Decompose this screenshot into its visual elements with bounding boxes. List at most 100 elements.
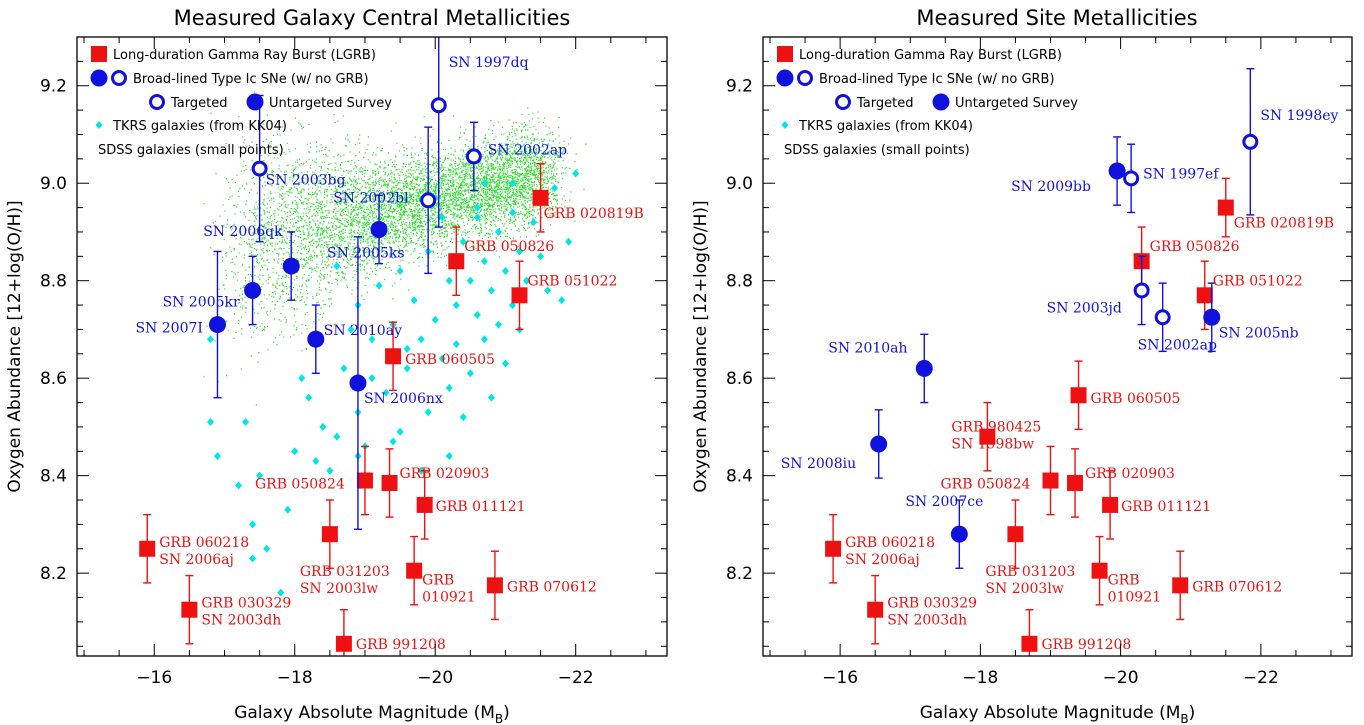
sdss-point [312,268,314,270]
sdss-point [502,151,504,153]
sdss-point [456,209,458,211]
sdss-point [489,188,491,191]
sdss-point [347,244,350,246]
sdss-point [225,321,227,323]
sdss-point [233,337,235,339]
sdss-point [464,229,466,231]
sdss-point [346,248,348,250]
sdss-point [442,184,444,186]
sdss-point [389,193,391,195]
sdss-point [475,195,477,197]
sdss-point [412,229,415,231]
sdss-point [344,203,346,205]
sdss-point [372,239,374,241]
sdss-point [261,257,263,259]
sdss-point [485,174,487,176]
sdss-point [332,142,334,144]
sdss-point [407,193,409,195]
sdss-point [395,156,397,158]
sdss-point [528,157,530,159]
sdss-point [368,259,370,261]
sdss-point [391,200,393,202]
sdss-point [497,180,499,182]
sdss-point [462,180,464,183]
sdss-point [360,187,362,189]
sdss-point [583,188,585,190]
sdss-point [465,162,467,164]
sdss-point [374,192,376,194]
sdss-point [328,209,330,211]
sdss-point [306,215,308,217]
sdss-point [317,212,319,214]
sdss-point [441,212,443,214]
sdss-point [449,213,451,216]
sdss-point [440,175,442,177]
sdss-point [291,192,293,194]
sdss-point [512,141,514,143]
sdss-point [465,172,468,174]
sdss-point [292,225,294,227]
sdss-point [489,153,491,155]
sdss-point [315,215,317,217]
sdss-point [397,230,399,232]
sdss-point [240,288,242,290]
sdss-point [464,156,466,158]
sdss-point [438,233,441,235]
sdss-point [348,241,350,243]
sdss-point [377,171,380,173]
sdss-point [388,233,390,235]
sdss-point [402,205,404,207]
sdss-point [331,282,333,284]
sdss-point [367,224,369,226]
sdss-point [338,274,340,276]
sdss-point [424,166,426,168]
sdss-point [430,234,432,236]
sdss-point [368,194,370,197]
sdss-point [509,237,511,239]
sdss-point [414,207,416,209]
sdss-point [344,229,346,231]
sdss-point [380,206,382,208]
sdss-point [261,237,263,239]
sdss-point [544,176,546,178]
sdss-point [554,194,556,196]
sdss-point [344,224,346,226]
sdss-point [420,232,422,234]
sdss-point [390,159,392,161]
sdss-point [282,276,284,278]
sdss-point [476,181,478,183]
sdss-point [295,222,298,224]
sdss-point [466,216,468,218]
sdss-point [564,206,566,208]
sdss-point [362,247,365,249]
sdss-point [410,211,412,213]
sdss-point [226,375,228,377]
sdss-point [389,215,391,217]
sdss-point [300,252,302,254]
sdss-point [258,262,261,264]
sdss-point [365,251,367,254]
sdss-point [372,212,375,214]
sdss-point [330,298,332,300]
sdss-point [490,221,492,223]
sdss-point [518,182,520,184]
sdss-point [519,191,521,193]
sdss-point [416,232,418,234]
sdss-point [412,156,414,158]
sdss-point [433,231,435,233]
sdss-point [397,183,399,185]
sdss-point [251,159,253,161]
sdss-point [436,206,438,208]
sdss-point [416,196,418,198]
sdss-point [472,184,474,186]
sdss-point [459,190,461,192]
sdss-point [413,177,415,179]
sdss-point [348,196,350,198]
sdss-point [268,276,270,278]
sdss-point [442,192,445,195]
sdss-point [338,182,340,184]
sdss-point [335,207,337,209]
sdss-point [469,192,471,194]
sdss-point [281,126,284,128]
sdss-point [319,222,321,224]
